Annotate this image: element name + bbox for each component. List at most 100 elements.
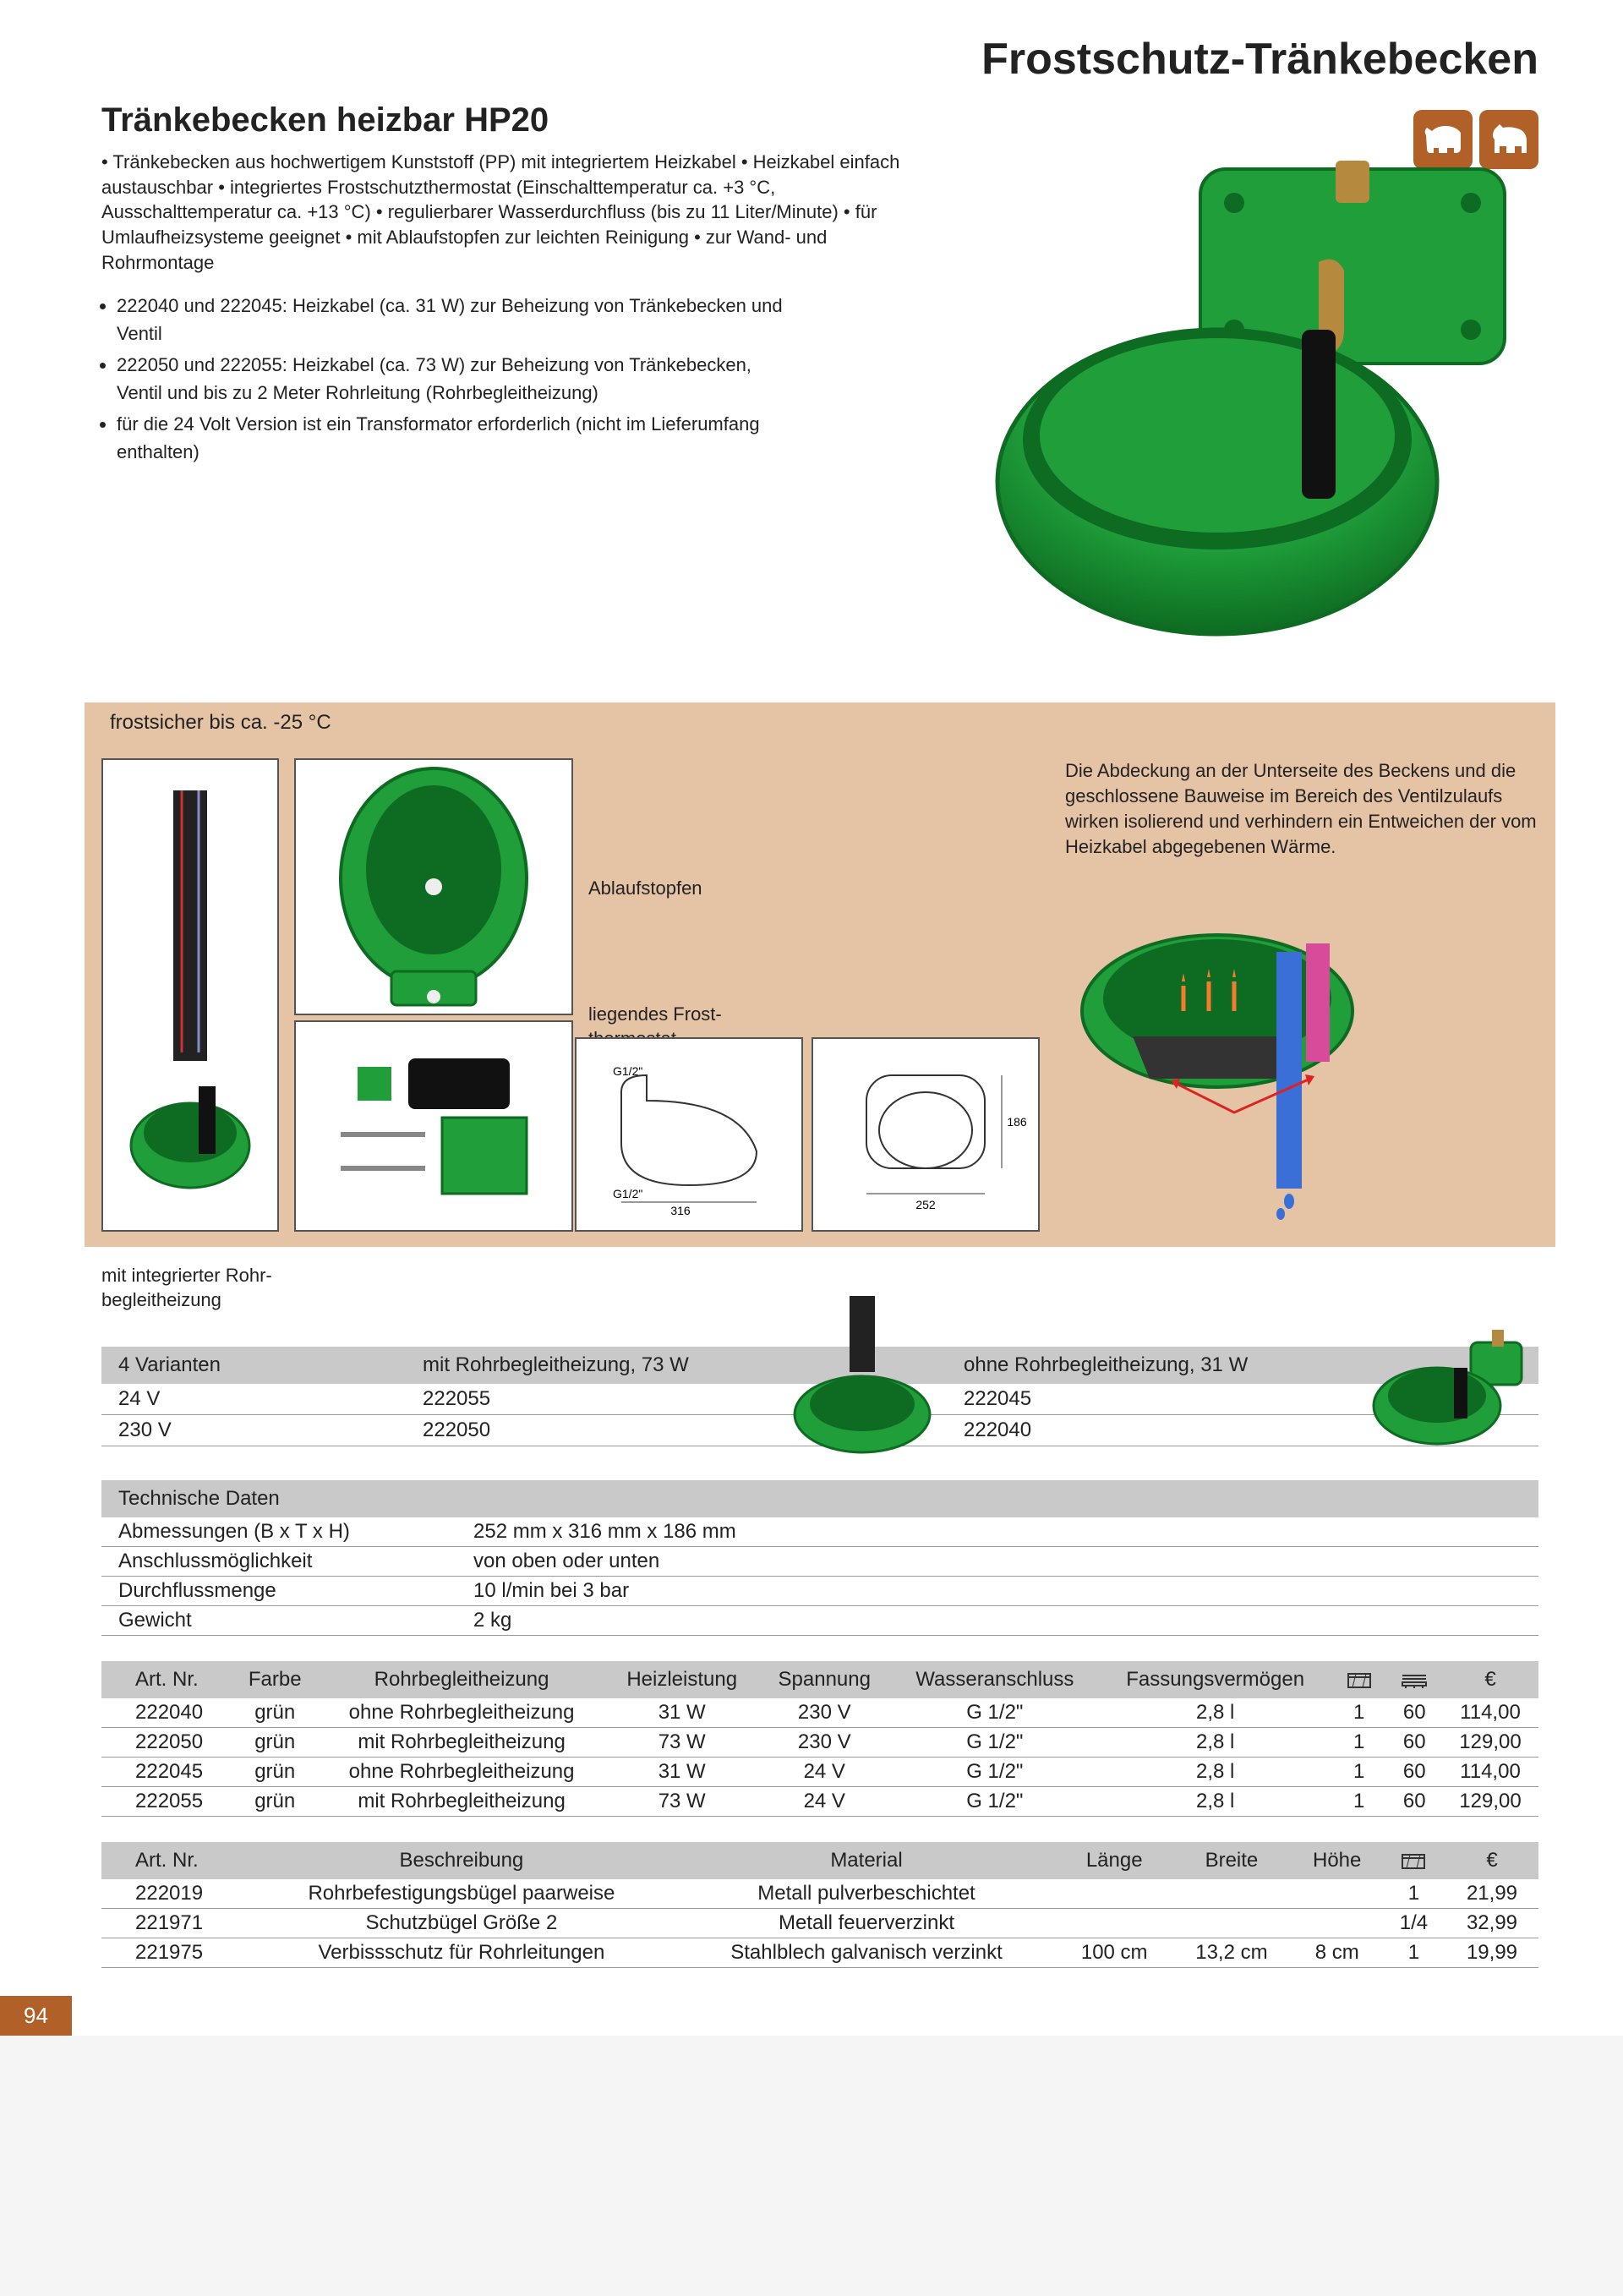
col-header — [1331, 1661, 1387, 1698]
sub-caption: mit integrierter Rohr- begleitheizung — [101, 1264, 313, 1312]
cell: 230 V — [101, 1414, 406, 1446]
col-header: Fassungsvermögen — [1099, 1661, 1331, 1698]
bullet: für die 24 Volt Version ist ein Transfor… — [117, 410, 795, 466]
cell: 2,8 l — [1099, 1698, 1331, 1728]
cell: 252 mm x 316 mm x 186 mm — [456, 1517, 1538, 1547]
col-header: Höhe — [1292, 1842, 1381, 1879]
table-row: 221975Verbissschutz für RohrleitungenSta… — [101, 1938, 1538, 1967]
cell: Stahlblech galvanisch verzinkt — [675, 1938, 1057, 1967]
cell: 2,8 l — [1099, 1757, 1331, 1786]
cell: ohne Rohrbegleitheizung — [318, 1698, 605, 1728]
cell: 60 — [1386, 1727, 1442, 1757]
cell: 230 V — [758, 1698, 890, 1728]
section-title: Tränkebecken heizbar HP20 — [101, 101, 1538, 139]
col-header: Art. Nr. — [101, 1661, 232, 1698]
table-row: 221971Schutzbügel Größe 2Metall feuerver… — [101, 1908, 1538, 1938]
cutaway-image — [1065, 901, 1420, 1222]
svg-text:316: 316 — [670, 1204, 691, 1217]
cell: mit Rohrbegleitheizung — [318, 1727, 605, 1757]
page-number: 94 — [0, 1996, 72, 2036]
cell: 24 V — [758, 1757, 890, 1786]
cell: G 1/2" — [890, 1757, 1099, 1786]
cell: 129,00 — [1442, 1727, 1538, 1757]
col-header: Wasseranschluss — [890, 1661, 1099, 1698]
col-header: € — [1442, 1661, 1538, 1698]
bullet: 222040 und 222045: Heizkabel (ca. 31 W) … — [117, 292, 795, 347]
label-drain: Ablaufstopfen — [588, 877, 774, 901]
cell: G 1/2" — [890, 1698, 1099, 1728]
cell: 222019 — [101, 1879, 248, 1909]
cell: grün — [232, 1757, 318, 1786]
variants-h0: 4 Varianten — [101, 1347, 406, 1384]
table-row: 222045grünohne Rohrbegleitheizung31 W24 … — [101, 1757, 1538, 1786]
cell: 1 — [1331, 1727, 1387, 1757]
intro-text: • Tränkebecken aus hochwertigem Kunststo… — [101, 150, 930, 275]
cell: grün — [232, 1727, 318, 1757]
cell: G 1/2" — [890, 1727, 1099, 1757]
variants-h1: mit Rohrbegleitheizung, 73 W — [406, 1347, 947, 1384]
cell: 129,00 — [1442, 1786, 1538, 1816]
product-image — [981, 161, 1547, 668]
col-header: Heizleistung — [605, 1661, 758, 1698]
cell: 1/4 — [1382, 1908, 1445, 1938]
cell: 1 — [1331, 1786, 1387, 1816]
cell: Durchflussmenge — [101, 1576, 456, 1605]
cell: 222055 — [406, 1384, 947, 1415]
col-header: Breite — [1171, 1842, 1292, 1879]
cell: 13,2 cm — [1171, 1938, 1292, 1967]
bullet: 222050 und 222055: Heizkabel (ca. 73 W) … — [117, 351, 795, 407]
cell: von oben oder unten — [456, 1546, 1538, 1576]
cell: 1 — [1382, 1938, 1445, 1967]
cell: 73 W — [605, 1727, 758, 1757]
insulation-text: Die Abdeckung an der Unterseite des Beck… — [1065, 758, 1538, 859]
cell: 222040 — [947, 1414, 1538, 1446]
cell: 32,99 — [1445, 1908, 1538, 1938]
cell: 222045 — [947, 1384, 1538, 1415]
cell: 19,99 — [1445, 1938, 1538, 1967]
cell — [1057, 1879, 1171, 1909]
page-title: Frostschutz-Tränkebecken — [101, 34, 1538, 85]
detail-section: Ablaufstopfen liegendes Frost- thermosta… — [85, 743, 1555, 1247]
cell: 31 W — [605, 1757, 758, 1786]
variants-h2: ohne Rohrbegleitheizung, 31 W — [947, 1347, 1538, 1384]
tech-header: Technische Daten — [101, 1480, 1538, 1517]
col-header: Farbe — [232, 1661, 318, 1698]
cell: 60 — [1386, 1698, 1442, 1728]
cell: 100 cm — [1057, 1938, 1171, 1967]
frost-bar: frostsicher bis ca. -25 °C — [85, 702, 1555, 743]
price-table-1: Art. Nr.FarbeRohrbegleitheizungHeizleist… — [101, 1661, 1538, 1817]
cell: ohne Rohrbegleitheizung — [318, 1757, 605, 1786]
cell: grün — [232, 1786, 318, 1816]
price-table-2: Art. Nr.BeschreibungMaterialLängeBreiteH… — [101, 1842, 1538, 1968]
cell — [1171, 1908, 1292, 1938]
cell: Abmessungen (B x T x H) — [101, 1517, 456, 1547]
svg-text:186: 186 — [1007, 1115, 1027, 1129]
svg-text:252: 252 — [915, 1198, 936, 1211]
cell: 2,8 l — [1099, 1727, 1331, 1757]
cell: Metall feuerverzinkt — [675, 1908, 1057, 1938]
cell: 1 — [1331, 1757, 1387, 1786]
table-row: 222040grünohne Rohrbegleitheizung31 W230… — [101, 1698, 1538, 1728]
detail-image-pipe — [101, 758, 279, 1232]
cell: 2,8 l — [1099, 1786, 1331, 1816]
table-row: 222019Rohrbefestigungsbügel paarweiseMet… — [101, 1879, 1538, 1909]
cell: Gewicht — [101, 1605, 456, 1635]
col-header — [1386, 1661, 1442, 1698]
cell: 222055 — [101, 1786, 232, 1816]
cell: 2 kg — [456, 1605, 1538, 1635]
cell: 221971 — [101, 1908, 248, 1938]
tech-section: Technische Daten Abmessungen (B x T x H)… — [101, 1480, 1538, 1636]
svg-text:G1/2": G1/2" — [613, 1187, 642, 1200]
cell: 222040 — [101, 1698, 232, 1728]
cell: Verbissschutz für Rohrleitungen — [248, 1938, 675, 1967]
col-header — [1382, 1842, 1445, 1879]
table-row: 222050grünmit Rohrbegleitheizung73 W230 … — [101, 1727, 1538, 1757]
cell: 60 — [1386, 1757, 1442, 1786]
cell: 31 W — [605, 1698, 758, 1728]
diagram-side: G1/2" 316 G1/2" — [575, 1037, 803, 1232]
cell: 60 — [1386, 1786, 1442, 1816]
col-header: € — [1445, 1842, 1538, 1879]
cell: Schutzbügel Größe 2 — [248, 1908, 675, 1938]
cell: 10 l/min bei 3 bar — [456, 1576, 1538, 1605]
col-header: Rohrbegleitheizung — [318, 1661, 605, 1698]
